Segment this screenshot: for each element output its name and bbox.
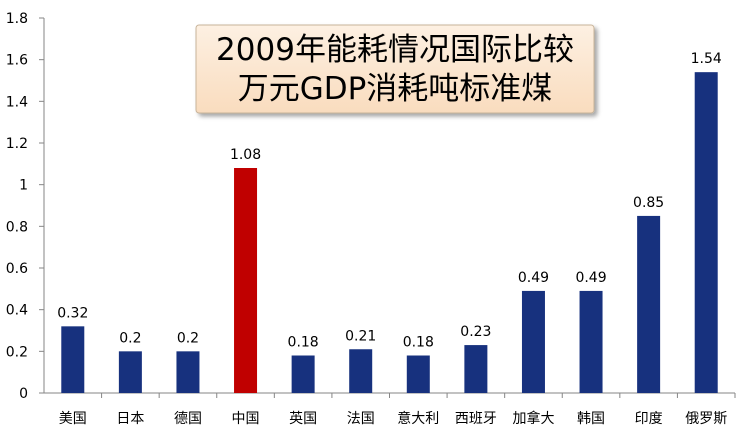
category-label: 中国 xyxy=(232,411,260,427)
bar xyxy=(291,355,315,393)
y-tick-label: 1.6 xyxy=(6,53,28,69)
data-label: 0.23 xyxy=(460,324,491,340)
bar xyxy=(118,351,142,393)
data-label: 0.21 xyxy=(345,328,376,344)
category-label: 法国 xyxy=(347,411,375,427)
y-tick-label: 0.6 xyxy=(6,261,28,277)
data-labels: 0.32 0.2 0.2 1.08 0.18 0.21 0.18 0.23 0.49 0.49 0.… xyxy=(57,51,722,350)
bar xyxy=(176,351,200,393)
category-label: 韩国 xyxy=(577,411,605,427)
y-tick-label: 0.4 xyxy=(6,303,28,319)
category-labels: 美国 日本 德国 中国 英国 法国 意大利 西班牙 加拿大 韩国 印度 俄罗斯 xyxy=(59,393,736,427)
y-tick-label: 1.4 xyxy=(6,94,28,110)
category-label: 印度 xyxy=(635,411,663,427)
y-ticks: 0 0.2 0.4 0.6 0.8 1 1.2 1.4 1.6 1.8 xyxy=(6,11,44,402)
bar xyxy=(61,326,85,393)
bar xyxy=(637,215,661,393)
bar xyxy=(694,72,718,394)
data-label: 1.08 xyxy=(230,147,261,163)
category-label: 意大利 xyxy=(397,410,439,427)
category-label: 美国 xyxy=(59,411,87,427)
y-tick-label: 0.8 xyxy=(6,219,28,235)
bar xyxy=(234,168,258,393)
chart-title-line-2: 万元GDP消耗吨标准煤 xyxy=(238,71,553,107)
title-box-background xyxy=(195,24,595,114)
y-tick-label: 0 xyxy=(19,386,28,402)
category-label: 日本 xyxy=(116,411,144,427)
y-tick-label: 1 xyxy=(19,178,28,194)
category-label: 英国 xyxy=(289,410,317,427)
chart-title-line-1: 2009年能耗情况国际比较 xyxy=(216,32,574,68)
category-label: 加拿大 xyxy=(512,410,554,427)
data-label: 1.54 xyxy=(691,51,722,67)
bar xyxy=(521,290,545,393)
data-label: 0.2 xyxy=(177,330,199,346)
data-label: 0.32 xyxy=(57,305,88,321)
bar xyxy=(349,349,373,393)
data-label: 0.49 xyxy=(518,270,549,286)
category-label: 俄罗斯 xyxy=(685,411,727,427)
bar xyxy=(406,355,430,393)
bar-series xyxy=(61,72,718,394)
data-label: 0.85 xyxy=(633,195,664,211)
y-tick-label: 1.2 xyxy=(6,136,28,152)
y-tick-label: 0.2 xyxy=(6,344,28,360)
data-label: 0.49 xyxy=(575,270,606,286)
data-label: 0.18 xyxy=(403,335,434,351)
data-label: 0.2 xyxy=(119,330,141,346)
chart-title-box: 2009年能耗情况国际比较 万元GDP消耗吨标准煤 xyxy=(195,24,595,114)
bar xyxy=(464,345,488,393)
y-tick-label: 1.8 xyxy=(6,11,28,27)
bar xyxy=(579,290,603,393)
data-label: 0.18 xyxy=(288,335,319,351)
category-label: 德国 xyxy=(174,411,202,427)
category-label: 西班牙 xyxy=(455,411,497,427)
